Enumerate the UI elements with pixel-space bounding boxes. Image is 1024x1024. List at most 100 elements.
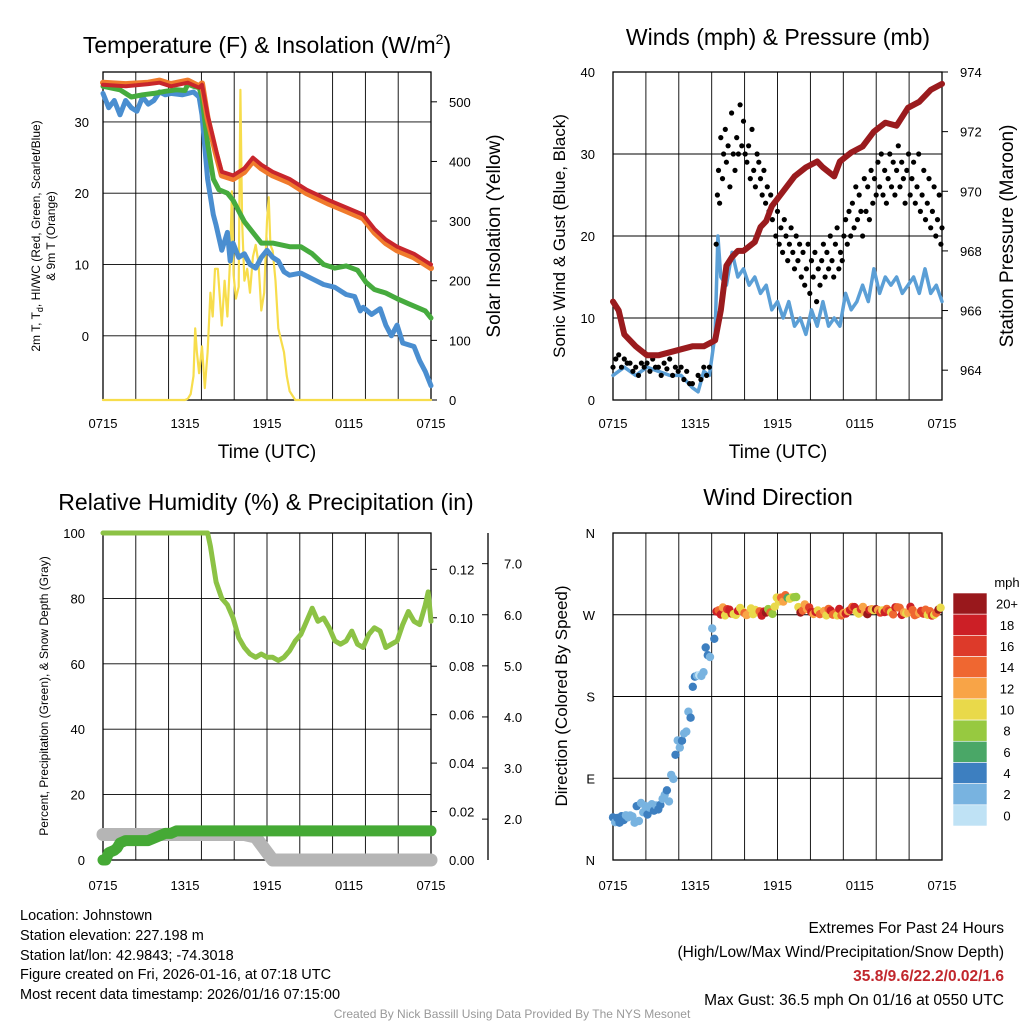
gust-point xyxy=(678,364,684,370)
wind-direction-point xyxy=(710,634,719,643)
temperature-y-tick-label: 0 xyxy=(82,329,89,344)
colorbar-swatch xyxy=(952,740,988,763)
gust-point xyxy=(938,241,944,247)
gust-point xyxy=(933,233,939,239)
gust-point xyxy=(807,290,813,296)
gust-point xyxy=(773,233,779,239)
solar-insolation-axis-label: Solar Insolation (Yellow) xyxy=(484,134,505,337)
gust-point xyxy=(667,356,673,362)
pressure-y-tick-label: 968 xyxy=(960,244,982,259)
temperature-x-tick-label: 1915 xyxy=(253,416,282,431)
gust-point xyxy=(759,192,765,198)
gust-point xyxy=(618,364,625,370)
gust-point xyxy=(888,184,895,190)
colorbar-swatch xyxy=(952,804,988,827)
gust-point xyxy=(905,151,912,157)
station-latlon: Station lat/lon: 42.9843; -74.3018 xyxy=(20,947,234,964)
gust-point xyxy=(916,151,922,157)
gust-point xyxy=(837,249,844,255)
wind-direction-point xyxy=(699,668,708,677)
snow-depth-y-tick-label: 4.0 xyxy=(504,710,522,725)
gust-point xyxy=(635,372,642,378)
gust-point xyxy=(675,368,681,374)
gust-point xyxy=(928,225,934,231)
temperature-x-tick-label: 0115 xyxy=(335,416,363,431)
gust-point xyxy=(798,274,804,280)
gust-point xyxy=(843,217,849,223)
gust-point xyxy=(868,167,874,173)
humidity-y-tick-label: 0 xyxy=(78,853,85,868)
colorbar-label: 0 xyxy=(1003,808,1010,823)
colorbar-label: 18 xyxy=(1000,618,1014,633)
gust-point xyxy=(851,225,857,231)
winds-x-tick-label: 0115 xyxy=(846,416,874,431)
gust-point xyxy=(704,372,710,378)
winds-x-tick-label: 0715 xyxy=(599,416,628,431)
gust-point xyxy=(880,192,886,198)
gust-point xyxy=(616,352,622,358)
wind-direction-point xyxy=(708,624,717,633)
wind-direction-x-tick-label: 1315 xyxy=(681,878,710,893)
humidity-y-tick-label: 40 xyxy=(71,722,85,737)
wind-direction-y-axis-label: Direction (Colored By Speed) xyxy=(552,585,571,806)
colorbar-label: 4 xyxy=(1003,766,1010,781)
gust-point xyxy=(754,151,760,157)
wind-direction-y-tick-label: N xyxy=(586,853,595,868)
colorbar-swatch xyxy=(952,719,988,742)
gust-point xyxy=(764,184,770,190)
wind-direction-point xyxy=(889,610,898,619)
gust-point xyxy=(871,176,878,182)
gust-point xyxy=(670,372,676,378)
wind-direction-y-tick-label: S xyxy=(586,690,595,705)
gust-point xyxy=(641,364,647,370)
precip-y-tick-label: 0.10 xyxy=(449,611,474,626)
wind-direction-point xyxy=(682,727,691,736)
gust-point xyxy=(714,192,721,198)
gust-point xyxy=(858,208,864,214)
snow-depth-y-tick-label: 2.0 xyxy=(504,812,522,827)
gust-point xyxy=(914,184,920,190)
humidity-x-tick-label: 0115 xyxy=(335,878,363,893)
gust-point xyxy=(706,364,713,370)
gust-point xyxy=(883,200,890,206)
precipitation-line xyxy=(97,825,437,866)
humidity-y-tick-label: 20 xyxy=(71,788,85,803)
gust-point xyxy=(904,167,910,173)
gust-point xyxy=(912,200,918,206)
gust-point xyxy=(900,176,907,182)
gust-point xyxy=(633,364,639,370)
gust-point xyxy=(661,360,667,366)
gust-point xyxy=(729,110,735,116)
colorbar-label: 8 xyxy=(1003,724,1010,739)
gust-point xyxy=(839,258,845,264)
gust-point xyxy=(768,192,774,198)
gust-point xyxy=(785,258,791,264)
dewpoint-line xyxy=(100,89,434,389)
gust-point xyxy=(824,249,830,255)
gust-point xyxy=(761,167,767,173)
wind-direction-point xyxy=(662,786,672,795)
gust-point xyxy=(797,241,803,247)
credit-line: Created By Nick Bassill Using Data Provi… xyxy=(333,1007,691,1021)
solar-y-tick-label: 400 xyxy=(449,154,471,169)
colorbar-unit-label: mph xyxy=(994,575,1019,590)
wind-direction-point xyxy=(768,609,777,619)
gust-point xyxy=(861,176,867,182)
winds-x-tick-label: 1915 xyxy=(763,416,792,431)
snow-depth-y-tick-label: 7.0 xyxy=(504,557,522,572)
gust-point xyxy=(866,217,873,223)
humidity-y-axis-label: Percent, Precipitation (Green), & Snow D… xyxy=(37,556,51,835)
gust-point xyxy=(854,217,861,223)
wind-direction-point xyxy=(686,713,695,722)
winds-y-tick-label: 10 xyxy=(581,311,595,326)
gust-point xyxy=(689,381,696,387)
solar-y-tick-label: 300 xyxy=(449,214,471,229)
gust-point xyxy=(848,233,854,239)
snow-depth-y-tick-label: 3.0 xyxy=(504,761,522,776)
gust-point xyxy=(734,135,740,141)
gust-point xyxy=(701,364,707,370)
colorbar-swatch xyxy=(952,613,988,636)
wind-direction-point xyxy=(628,812,637,821)
gust-point xyxy=(783,233,789,239)
humidity-y-tick-label: 80 xyxy=(71,591,85,606)
